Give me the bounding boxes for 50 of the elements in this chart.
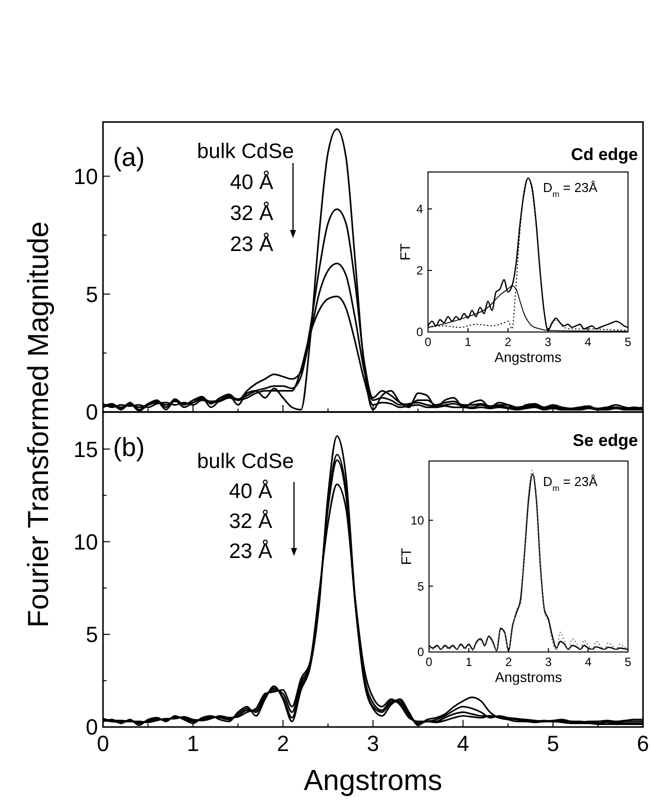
x-tick-label: 2 — [504, 335, 512, 349]
x-tick-label: 0 — [426, 655, 433, 669]
x-tick-label: 2 — [276, 731, 290, 756]
annotation: D$_{m}$ = 23Å — [543, 474, 598, 493]
y-tick-label: 0 — [417, 645, 424, 660]
y-tick-label: 10 — [410, 513, 424, 528]
annotation: 32 Å — [229, 509, 272, 533]
annotation: bulk CdSe — [197, 140, 294, 163]
x-tick-label: 4 — [584, 655, 592, 669]
y-tick-label: 4 — [416, 202, 424, 216]
annotation: 23 Å — [230, 232, 274, 256]
x-tick-label: 5 — [624, 655, 632, 669]
y-tick-label: 15 — [74, 436, 98, 462]
annotation: (a) — [113, 142, 145, 172]
y-tick-label: 0 — [416, 325, 424, 340]
x-tick-label: 1 — [465, 655, 472, 669]
x-tick-label: 2 — [505, 655, 512, 669]
x-axis-title: Angstroms — [495, 669, 562, 685]
x-tick-label: 4 — [456, 731, 470, 756]
y-axis-title: FT — [397, 243, 413, 261]
y-tick-label: 0 — [86, 714, 98, 740]
x-tick-label: 4 — [584, 335, 592, 349]
annotation: Se edge — [572, 431, 638, 450]
x-tick-label: 1 — [464, 335, 472, 349]
x-tick-label: 3 — [544, 335, 552, 349]
x-tick-label: 1 — [186, 731, 200, 756]
annotation: 23 Å — [229, 539, 272, 563]
y-tick-label: 10 — [74, 529, 98, 554]
y-axis-title: Fourier Transformed Magnitude — [23, 221, 55, 628]
x-axis-title: Angstroms — [304, 765, 442, 797]
x-tick-label: 3 — [366, 731, 380, 756]
x-axis-title: Angstroms — [494, 349, 562, 365]
x-tick-label: 5 — [546, 731, 560, 756]
y-tick-label: 5 — [86, 282, 98, 307]
y-tick-label: 10 — [74, 164, 98, 189]
annotation: 32 Å — [230, 201, 274, 225]
annotation: bulk CdSe — [197, 450, 294, 473]
y-axis-title: FT — [398, 548, 414, 566]
x-tick-label: 5 — [624, 335, 632, 349]
x-tick-label: 6 — [636, 731, 650, 756]
annotation: D$_{m}$ = 23Å — [543, 180, 598, 199]
y-tick-label: 2 — [416, 264, 424, 278]
y-tick-label: 5 — [86, 622, 98, 648]
y-tick-label: 0 — [86, 400, 98, 425]
annotation: 40 Å — [230, 170, 274, 194]
annotation: Cd edge — [570, 145, 638, 164]
y-tick-label: 5 — [417, 579, 424, 594]
annotation: 40 Å — [229, 479, 272, 503]
annotation: (b) — [113, 432, 145, 462]
x-tick-label: 3 — [545, 655, 552, 669]
